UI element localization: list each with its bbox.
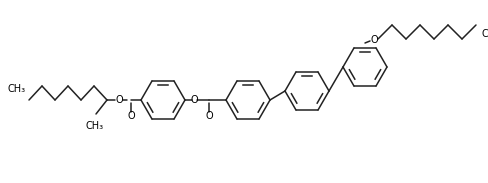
Text: O: O (205, 111, 213, 121)
Text: CH₃: CH₃ (86, 121, 104, 131)
Text: CH₃: CH₃ (482, 29, 488, 39)
Text: O: O (190, 95, 198, 105)
Text: CH₃: CH₃ (8, 84, 26, 94)
Text: O: O (115, 95, 123, 105)
Text: O: O (370, 35, 378, 45)
Text: O: O (127, 111, 135, 121)
